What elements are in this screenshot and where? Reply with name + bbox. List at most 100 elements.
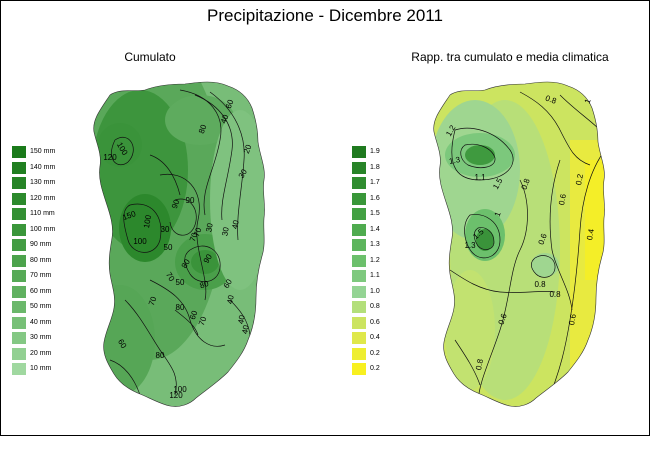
left-map-contour-label: 120 (103, 153, 117, 162)
right-map-legend-label: 1.0 (370, 287, 380, 295)
left-map-contour-label: 150 (121, 209, 137, 222)
right-map-legend-label: 1.7 (370, 179, 380, 186)
left-map-contour-label: 40 (236, 314, 247, 325)
left-map-legend-label: 90 mm (30, 241, 52, 248)
left-map-contour-label: 40 (219, 113, 231, 125)
left-map-legend-item: 140 mm (12, 161, 132, 174)
right-map-legend-item: 1.9 (352, 146, 472, 158)
left-map-contour-label: 100 (142, 214, 153, 229)
right-map-contour-label: 1 (493, 210, 503, 218)
right-map-contour-label: 0.8 (544, 94, 558, 106)
right-map-legend-swatch (352, 177, 366, 189)
left-map-legend-label: 80 mm (30, 256, 52, 264)
right-map-legend-label: 1.1 (370, 272, 380, 279)
left-map-legend-swatch (12, 332, 26, 344)
right-map-contour-labels: 0.8 11.21.31.51.110.80.60.80.60.40.21.51.… (444, 94, 596, 371)
left-map-legend-swatch (12, 301, 26, 313)
right-map-legend-swatch (352, 146, 366, 158)
left-map-legend-label: 40 mm (30, 318, 52, 326)
left-map-legend-label: 100 mm (30, 225, 56, 233)
left-map-contour-label: 40 (240, 324, 251, 335)
right-map-legend-item: 1.7 (352, 177, 472, 189)
right-map-contour-label: 0.8 (534, 280, 546, 289)
right-map-contour-label: 0.2 (574, 173, 585, 186)
right-map-legend-swatch (352, 223, 366, 236)
left-map-legend-swatch (12, 347, 26, 360)
left-map-legend-label: 20 mm (30, 349, 52, 357)
left-map-contour-label: 80 (176, 303, 185, 312)
right-map-legend-label: 0.4 (370, 334, 380, 341)
right-map-contour-label: 0.8 (549, 290, 561, 299)
right-map-legend-item: 1.6 (352, 192, 472, 205)
right-map-legend-swatch (352, 347, 366, 360)
left-map-contour-label: 70 (188, 231, 200, 243)
right-map-island (433, 81, 606, 408)
left-map-contour-label: 70 (192, 226, 204, 238)
right-map-legend-item: 1.8 (352, 161, 472, 174)
left-map-legend-swatch (12, 161, 26, 174)
left-map-legend-swatch (12, 285, 26, 298)
left-map-contour-label: 80 (156, 351, 165, 360)
left-map-contour-label: 70 (147, 295, 159, 307)
right-map-contour-label: 1.3 (448, 155, 461, 166)
right-map-contour-label: 0.8 (520, 177, 532, 191)
left-map-contour-label: 50 (164, 243, 173, 252)
left-map-legend-item: 60 mm (12, 285, 132, 298)
left-map-legend-swatch (12, 146, 26, 158)
left-map-legend-item: 50 mm (12, 301, 132, 313)
right-map-legend-swatch (352, 270, 366, 282)
left-map-legend-item: 40 mm (12, 316, 132, 329)
left-map-legend-item: 20 mm (12, 347, 132, 360)
right-map-contour-label: 0.6 (497, 312, 509, 326)
left-map-legend-label: 130 mm (30, 179, 56, 186)
right-map-contour-label: 1.3 (464, 241, 476, 250)
left-map-contour-label: 60 (188, 309, 200, 321)
left-map-contour-label: 30 (220, 226, 231, 237)
right-map-legend-label: 1.8 (370, 163, 380, 171)
left-map-legend-label: 60 mm (30, 287, 52, 295)
left-map-legend-item: 30 mm (12, 332, 132, 344)
right-map-contour-label: 0.6 (557, 193, 568, 206)
right-map-legend-item: 1.0 (352, 285, 472, 298)
left-map-legend-label: 70 mm (30, 272, 52, 279)
left-map-contour-label: 50 (176, 278, 185, 287)
left-map-contour-label: 60 (224, 98, 236, 110)
left-map-contour-label: 80 (197, 123, 209, 135)
left-map-legend-label: 50 mm (30, 303, 52, 310)
left-map-legend-swatch (12, 239, 26, 251)
right-map-legend: 1.9 1.8 1.7 1.6 1.5 1.4 1.3 1.2 1.1 1.0 0.8 0.6 0.4 0… (352, 146, 412, 386)
left-map-legend-item: 130 mm (12, 177, 132, 189)
right-map-legend-item: 0.4 (352, 332, 472, 344)
left-map-legend-label: 150 mm (30, 148, 56, 155)
left-map-contour-label: 80 (198, 279, 210, 291)
left-map-legend-label: 140 mm (30, 163, 56, 171)
left-map-legend-item: 70 mm (12, 270, 132, 282)
left-map-legend-swatch (12, 270, 26, 282)
left-map-legend-label: 120 mm (30, 194, 56, 202)
right-map-legend-label: 0.6 (370, 318, 380, 326)
right-map-legend-swatch (352, 332, 366, 344)
left-map-subtitle: Cumulato (124, 50, 176, 64)
right-map-legend-item: 1.1 (352, 270, 472, 282)
right-map-legend-item: 1.3 (352, 239, 472, 251)
right-map-legend-swatch (352, 363, 366, 375)
right-map-contour-label: 0.6 (567, 313, 578, 326)
left-map-contour-label: 100 (133, 237, 147, 246)
right-map-legend-label: 1.4 (370, 225, 380, 233)
right-map-legend-swatch (352, 254, 366, 267)
left-map-legend-item: 150 mm (12, 146, 132, 158)
right-map-legend-label: 1.6 (370, 194, 380, 202)
left-map-legend: 150 mm 140 mm 130 mm 120 mm 110 mm 100 mm 90 m… (12, 146, 92, 386)
right-map-legend-swatch (352, 239, 366, 251)
left-map-legend-item: 110 mm (12, 208, 132, 220)
right-map-legend-swatch (352, 192, 366, 205)
right-map-legend-label: 0.2 (370, 349, 380, 357)
left-map-contour-label: 70 (197, 315, 209, 327)
right-map-contour-label: 0.6 (537, 232, 549, 246)
right-map-legend-swatch (352, 161, 366, 174)
right-map-contour-label: 0.8 (474, 358, 485, 371)
right-map-legend-swatch (352, 301, 366, 313)
left-map-legend-item: 80 mm (12, 254, 132, 267)
